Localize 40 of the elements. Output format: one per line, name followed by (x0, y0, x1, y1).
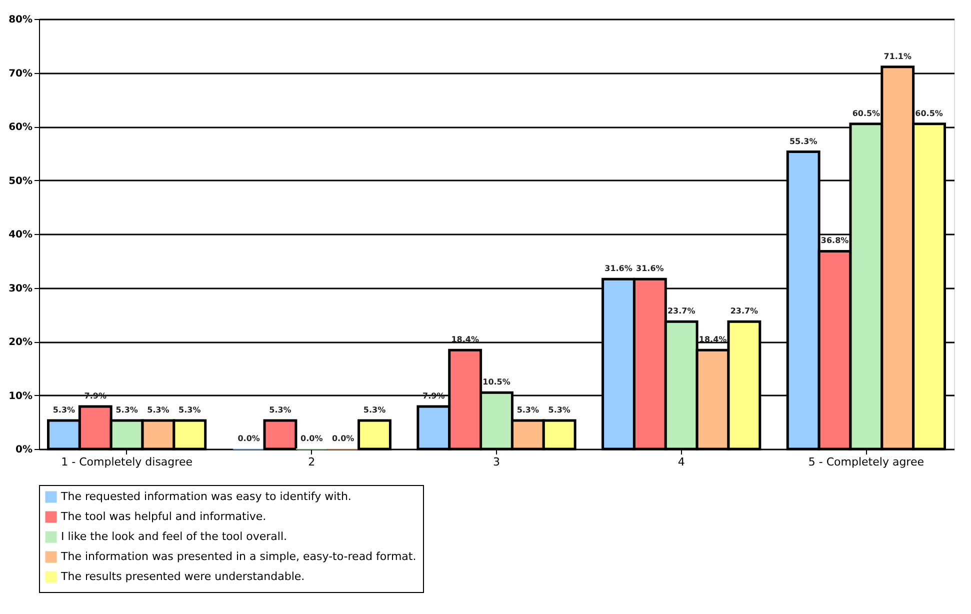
data-label: 55.3% (789, 136, 818, 146)
data-label: 5.3% (116, 406, 138, 415)
y-tick-label: 70% (8, 68, 32, 80)
data-label: 5.3% (516, 406, 540, 415)
data-label: 31.6% (636, 264, 664, 274)
legend-label: The results presented were understandable. (60, 570, 305, 583)
data-label: 23.7% (667, 306, 696, 316)
data-label: 5.3% (548, 406, 570, 415)
data-label: 5.3% (178, 406, 201, 415)
data-label: 5.3% (52, 406, 76, 415)
y-tick-label: 30% (8, 283, 32, 294)
data-label: 0.0% (332, 434, 354, 443)
y-tick-label: 50% (8, 176, 32, 187)
data-label: 23.7% (730, 306, 758, 316)
legend-label: I like the look and feel of the tool overall. (61, 530, 288, 543)
data-label: 71.1% (884, 52, 912, 61)
x-tick-label: 5 - Completely agree (808, 456, 924, 468)
data-label: 5.3% (363, 406, 386, 415)
data-label: 60.5% (915, 108, 943, 118)
x-tick-label: 1 - Completely disagree (61, 456, 193, 468)
x-tick-label: 4 (678, 456, 685, 468)
data-label: 5.3% (269, 406, 292, 415)
data-label: 10.5% (482, 378, 510, 387)
data-label: 5.3% (147, 406, 170, 415)
data-label: 0.0% (238, 434, 260, 443)
data-label: 60.5% (852, 108, 880, 118)
y-tick-label: 10% (8, 390, 32, 402)
data-label: 36.8% (820, 236, 849, 246)
y-tick-label: 60% (8, 122, 32, 133)
legend-label: The requested information was easy to identify with. (60, 490, 352, 503)
legend-label: The tool was helpful and informative. (60, 510, 266, 523)
data-label: 31.6% (604, 264, 632, 274)
legend-label: The information was presented in a simple, easy-to-read format. (60, 550, 416, 563)
y-tick-label: 40% (8, 230, 32, 240)
data-label: 0.0% (300, 434, 323, 443)
y-tick-label: 20% (8, 337, 32, 348)
y-tick-label: 80% (8, 14, 32, 26)
y-tick-label: 0% (16, 444, 32, 456)
x-tick-label: 3 (493, 456, 500, 468)
x-tick-label: 2 (308, 456, 316, 468)
